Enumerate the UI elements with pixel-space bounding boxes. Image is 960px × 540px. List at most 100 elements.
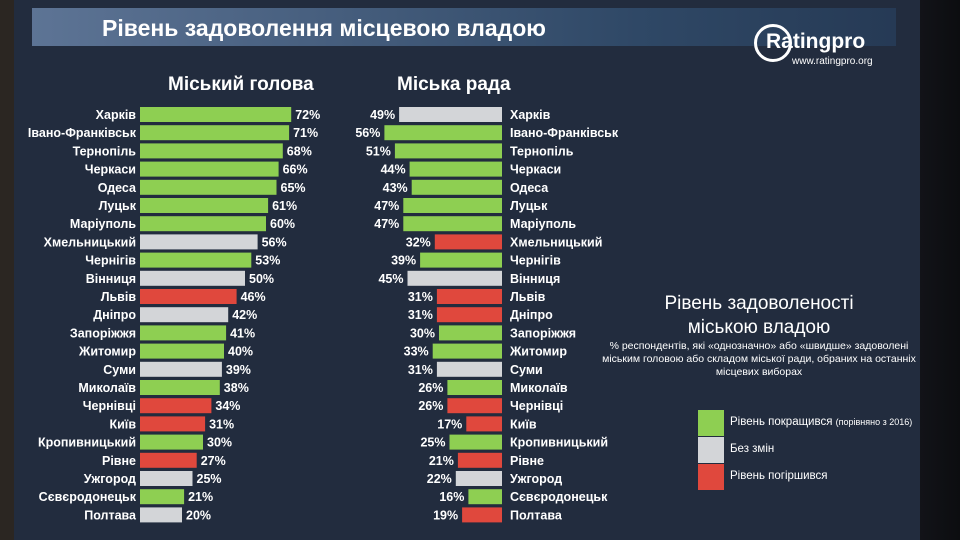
mayor-bar (140, 452, 197, 468)
logo-url: www.ratingpro.org (792, 56, 873, 67)
mayor-city-label: Хмельницький (44, 235, 136, 249)
council-city-label: Харків (510, 108, 551, 122)
council-value-label: 30% (410, 326, 435, 340)
mayor-bar (140, 143, 283, 159)
mayor-bar (140, 234, 258, 250)
mayor-bar (140, 179, 277, 195)
mayor-value-label: 31% (209, 417, 234, 431)
council-value-label: 45% (378, 272, 403, 286)
council-city-label: Черкаси (510, 163, 561, 177)
council-value-label: 49% (370, 108, 395, 122)
legend-subtitle: % респондентів, які «однозначно» або «шв… (602, 340, 916, 378)
mayor-value-label: 42% (232, 308, 257, 322)
council-bar (439, 325, 502, 341)
council-bar (436, 307, 502, 323)
council-bar (420, 252, 502, 268)
council-value-label: 47% (374, 199, 399, 213)
council-city-label: Ужгород (510, 472, 562, 486)
logo-text: Ratingpro (766, 30, 866, 53)
council-value-label: 26% (418, 381, 443, 395)
council-city-label: Вінниця (510, 272, 560, 286)
council-bar (457, 452, 502, 468)
legend-title-line2: міською владою (687, 317, 831, 338)
council-bar (384, 125, 502, 141)
council-city-label: Миколаїв (510, 381, 568, 395)
satisfaction-chart: Харків 72% Івано-Франківськ 71% Тернопіль 68%… (28, 107, 619, 523)
council-value-label: 19% (433, 508, 458, 522)
mayor-city-label: Черкаси (85, 163, 136, 177)
council-bar (411, 179, 502, 195)
mayor-city-label: Житомир (78, 345, 136, 359)
mayor-value-label: 34% (215, 399, 240, 413)
council-city-label: Чернігів (510, 254, 561, 268)
legend-item-unchanged: Без змін (698, 437, 918, 463)
council-bar (436, 361, 502, 377)
mayor-bar (140, 161, 279, 177)
council-city-label: Київ (510, 417, 537, 431)
mayor-value-label: 72% (295, 108, 320, 122)
legend-label-worsened: Рівень погіршився (730, 470, 828, 482)
mayor-city-label: Чернігів (85, 254, 136, 268)
council-value-label: 22% (427, 472, 452, 486)
council-value-label: 47% (374, 217, 399, 231)
council-bar (468, 489, 502, 505)
council-value-label: 43% (383, 181, 408, 195)
mayor-value-label: 25% (197, 472, 222, 486)
legend-item-improved: Рівень покращився (порівняно з 2016) (698, 410, 918, 436)
council-value-label: 25% (420, 436, 445, 450)
council-bar (399, 107, 502, 122)
mayor-value-label: 53% (255, 254, 280, 268)
council-city-label: Маріуполь (510, 217, 576, 231)
mayor-value-label: 56% (262, 235, 287, 249)
mayor-bar (140, 507, 182, 523)
council-bar (436, 289, 502, 304)
council-city-label: Тернопіль (510, 144, 574, 158)
council-city-label: Запоріжжя (510, 326, 576, 340)
council-column-title: Міська рада (397, 74, 511, 95)
mayor-value-label: 60% (270, 217, 295, 231)
council-city-label: Дніпро (510, 308, 553, 322)
council-city-label: Луцьк (510, 199, 548, 213)
council-bar (462, 507, 502, 523)
council-value-label: 32% (406, 235, 431, 249)
council-city-label: Рівне (510, 454, 544, 468)
mayor-city-label: Миколаїв (78, 381, 136, 395)
mayor-value-label: 61% (272, 199, 297, 213)
council-value-label: 26% (418, 399, 443, 413)
mayor-city-label: Кропивницький (38, 436, 136, 450)
mayor-city-label: Запоріжжя (70, 326, 136, 340)
mayor-value-label: 68% (287, 144, 312, 158)
mayor-city-label: Ужгород (84, 472, 136, 486)
mayor-bar (140, 343, 224, 359)
council-city-label: Івано-Франківськ (510, 126, 619, 140)
council-city-label: Полтава (510, 508, 563, 522)
ratingpro-logo: Ratingpro www.ratingpro.org (754, 22, 874, 72)
mayor-column-title: Міський голова (168, 74, 314, 95)
council-bar (403, 198, 502, 213)
council-bar (455, 471, 502, 486)
mayor-city-label: Тернопіль (73, 144, 137, 158)
legend-swatch-worsened (698, 464, 724, 490)
mayor-city-label: Вінниця (86, 272, 136, 286)
mayor-city-label: Київ (109, 417, 136, 431)
mayor-value-label: 20% (186, 508, 211, 522)
council-bar (432, 343, 502, 359)
legend-title-line1: Рівень задоволеності (664, 293, 854, 314)
mayor-value-label: 66% (283, 163, 308, 177)
title-bar: Рівень задоволення місцевою владою (32, 8, 896, 46)
mayor-bar (140, 216, 266, 232)
mayor-bar (140, 398, 212, 414)
council-bar (449, 434, 502, 450)
council-city-label: Чернівці (510, 399, 563, 413)
mayor-bar (140, 270, 245, 286)
legend-item-worsened: Рівень погіршився (698, 464, 918, 490)
council-city-label: Хмельницький (510, 235, 602, 249)
council-value-label: 17% (437, 417, 462, 431)
mayor-value-label: 27% (201, 454, 226, 468)
council-value-label: 21% (429, 454, 454, 468)
council-bar (434, 234, 502, 250)
mayor-value-label: 21% (188, 490, 213, 504)
mayor-bar (140, 289, 237, 304)
mayor-bar (140, 252, 252, 268)
mayor-value-label: 65% (281, 181, 306, 195)
